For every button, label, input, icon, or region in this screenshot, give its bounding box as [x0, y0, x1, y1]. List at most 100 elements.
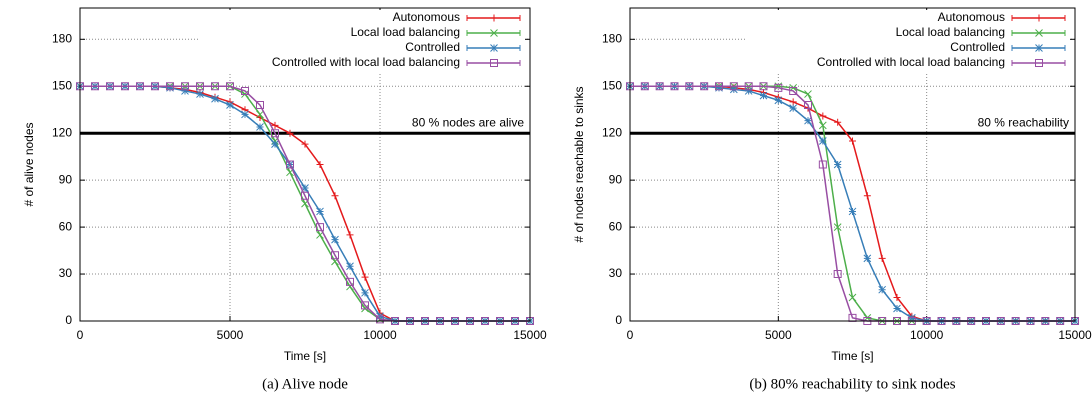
- marker: [774, 83, 783, 92]
- y-axis-title: # of nodes reachable to sinks: [572, 86, 586, 242]
- marker: [196, 90, 204, 98]
- marker: [181, 82, 189, 91]
- marker: [715, 83, 723, 92]
- marker: [1035, 59, 1043, 67]
- marker: [271, 121, 279, 129]
- marker: [106, 82, 114, 91]
- marker: [878, 254, 886, 262]
- marker: [490, 44, 498, 52]
- marker: [361, 288, 369, 297]
- marker: [331, 192, 339, 200]
- marker: [301, 140, 309, 148]
- y-tick-label: 120: [52, 125, 72, 139]
- legend-label: Controlled with local load balancing: [817, 55, 1005, 69]
- legend-label: Controlled with local load balancing: [272, 55, 460, 69]
- x-tick-label: 0: [77, 328, 84, 342]
- marker: [301, 184, 309, 192]
- y-tick-label: 150: [602, 78, 622, 92]
- marker: [346, 277, 354, 286]
- marker: [863, 192, 871, 200]
- marker: [849, 137, 856, 145]
- marker: [361, 273, 369, 281]
- marker: [848, 293, 857, 302]
- y-tick-label: 30: [59, 266, 73, 280]
- marker: [893, 304, 901, 313]
- legend-background: [745, 10, 1070, 72]
- marker: [286, 129, 294, 137]
- marker: [685, 82, 694, 91]
- marker: [848, 207, 857, 216]
- x-tick-label: 15000: [513, 328, 547, 342]
- legend-background: [200, 10, 525, 72]
- marker: [1056, 317, 1065, 325]
- y-tick-label: 60: [609, 219, 623, 233]
- marker: [316, 223, 324, 232]
- marker: [804, 90, 812, 98]
- marker: [833, 270, 842, 279]
- marker: [436, 317, 444, 325]
- marker: [878, 317, 887, 325]
- marker: [818, 121, 827, 130]
- marker: [391, 317, 399, 325]
- marker: [759, 82, 768, 91]
- marker: [729, 82, 738, 91]
- marker: [121, 82, 129, 91]
- marker: [166, 82, 174, 91]
- marker: [241, 86, 249, 95]
- caption: (b) 80% reachability to sink nodes: [749, 376, 955, 392]
- marker: [744, 87, 753, 95]
- marker: [878, 285, 887, 294]
- x-tick-label: 5000: [765, 328, 792, 342]
- marker: [166, 83, 174, 92]
- marker: [496, 317, 504, 325]
- chart: 0 30 60 90 120 150 180 0 5000 10000 15000 Time [s] #…: [572, 7, 1092, 392]
- marker: [151, 82, 159, 91]
- marker: [833, 160, 842, 169]
- marker: [922, 317, 931, 325]
- legend-label: Controlled: [405, 40, 460, 54]
- marker: [511, 317, 519, 325]
- marker: [241, 110, 249, 119]
- y-tick-label: 0: [65, 313, 72, 327]
- marker: [818, 160, 827, 169]
- marker: [789, 104, 798, 113]
- marker: [91, 82, 99, 91]
- marker: [819, 112, 827, 120]
- legend-label: Autonomous: [393, 10, 460, 24]
- marker: [271, 129, 279, 138]
- marker: [952, 317, 961, 325]
- marker: [863, 254, 872, 263]
- y-tick-label: 90: [609, 172, 623, 186]
- marker: [316, 161, 324, 168]
- marker: [211, 94, 219, 103]
- marker: [490, 14, 498, 22]
- marker: [670, 82, 679, 91]
- marker: [789, 86, 798, 95]
- x-axis-title: Time [s]: [831, 349, 873, 363]
- marker: [211, 82, 219, 91]
- marker: [818, 137, 827, 145]
- marker: [181, 87, 189, 95]
- chart: 0 30 60 90 120 150 180 0 5000 10000 15000 Time [s] #…: [22, 7, 547, 392]
- marker: [361, 301, 369, 310]
- marker: [490, 29, 498, 37]
- marker: [451, 317, 459, 325]
- marker: [804, 116, 812, 125]
- plot-frame: [79, 7, 531, 322]
- x-tick-label: 15000: [1058, 328, 1092, 342]
- marker: [907, 317, 916, 325]
- marker: [331, 251, 339, 260]
- y-tick-label: 150: [52, 78, 72, 92]
- reference-label: 80 % reachability: [978, 115, 1069, 129]
- x-tick-label: 0: [627, 328, 634, 342]
- marker: [346, 262, 354, 271]
- marker: [1035, 14, 1043, 22]
- marker: [789, 98, 797, 106]
- marker: [1035, 44, 1043, 52]
- marker: [271, 140, 279, 149]
- marker: [226, 82, 234, 91]
- y-tick-label: 30: [609, 266, 623, 280]
- marker: [996, 317, 1005, 325]
- marker: [256, 101, 264, 110]
